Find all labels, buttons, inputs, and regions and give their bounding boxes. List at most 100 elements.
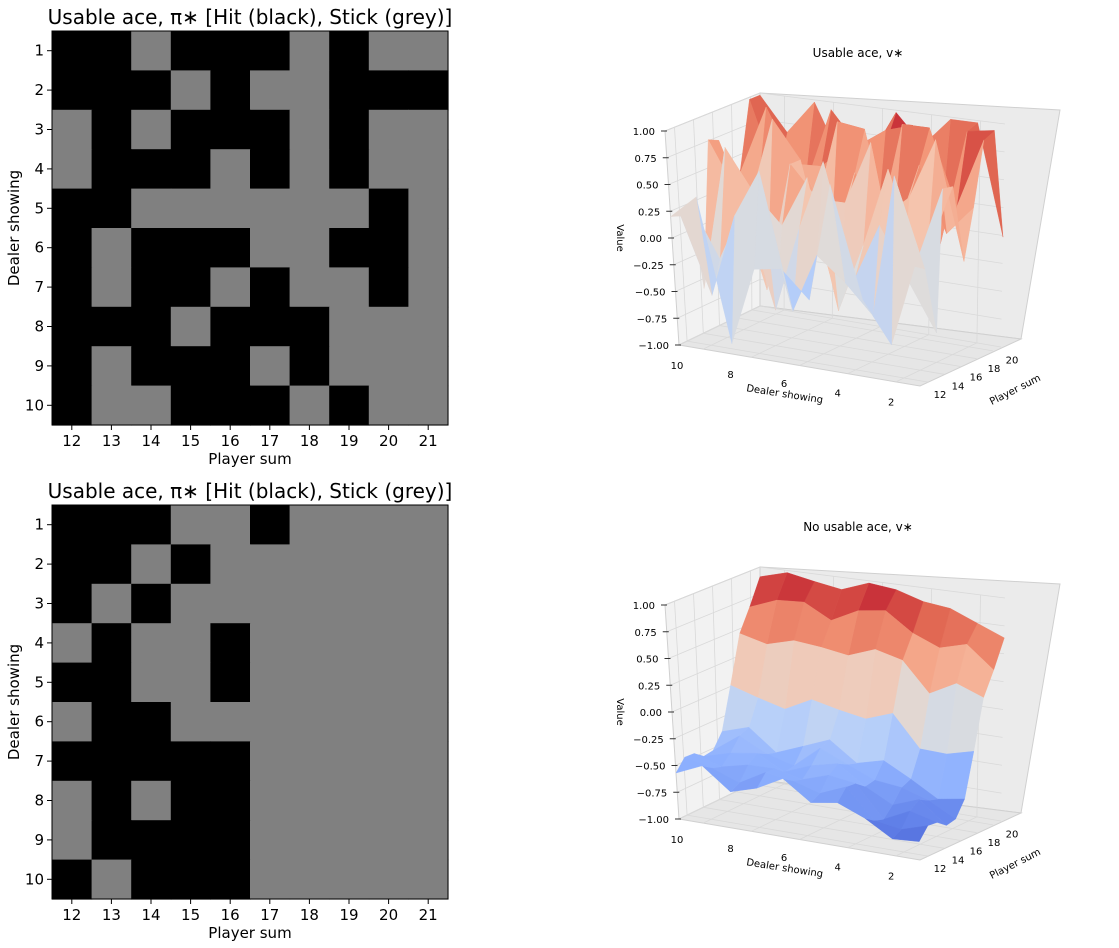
y-tick-label: 20 [1006,829,1019,840]
heatmap-cell [170,702,211,742]
heatmap-cell [408,583,449,624]
heatmap-cell [52,228,93,268]
heatmap-cell [250,505,291,545]
heatmap-cell [289,385,330,426]
heatmap-cell [210,267,251,308]
y-axis-label: Player sum [988,373,1043,408]
heatmap-cell [131,109,172,150]
heatmap-cell [210,820,251,861]
heatmap-cell [170,505,211,545]
heatmap-cell [408,820,449,861]
heatmap-cell [131,662,172,703]
y-tick-label: 5 [34,199,44,217]
heatmap-cell [131,741,172,782]
heatmap-cell [368,306,409,347]
x-tick-label: 17 [260,432,279,450]
heatmap-cell [91,741,132,782]
z-tick-label: 0.00 [640,234,662,245]
heatmap-cell [250,544,291,585]
heatmap-cell [368,780,409,821]
y-tick-label: 6 [34,713,44,731]
y-tick-label: 5 [34,673,44,691]
heatmap-cell [289,109,330,150]
heatmap-cell [408,780,449,821]
heatmap-cell [329,505,370,545]
x-tick-label: 16 [221,906,240,924]
y-tick-label: 1 [34,42,44,60]
heatmap-cell [329,109,370,150]
x-tick-label: 15 [181,906,200,924]
heatmap-cell [329,385,370,426]
heatmap-cell [368,70,409,111]
heatmap-cell [210,228,251,268]
heatmap-cell [52,306,93,347]
heatmap-cell [52,31,93,71]
heatmap-cell [368,741,409,782]
value-surface-2: No usable ace, v∗ −1.00 −0.75 −0.50 −0.25 0.0… [614,520,1061,882]
heatmap-cell [250,385,291,426]
heatmap-cell [170,149,211,190]
y-tick-label: 12 [934,390,947,401]
policy-heatmap-1: Usable ace, π∗ [Hit (black), Stick (grey… [5,5,452,468]
y-axis-label: Player sum [988,847,1043,882]
heatmap-cell [368,385,409,426]
heatmap-cell [250,662,291,703]
heatmap-cell [52,583,93,624]
heatmap-cell [250,267,291,308]
heatmap-cell [170,346,211,387]
heatmap-cell [52,780,93,821]
heatmap-cell [250,820,291,861]
z-axis-label: Value [614,698,625,725]
heatmap-cell [91,306,132,347]
z-axis-label: Value [614,224,625,251]
x-tick-label: 13 [102,432,121,450]
heatmap-cell [368,702,409,742]
heatmap-cell [289,188,330,229]
heatmap-cell [250,741,291,782]
x-tick-label: 12 [62,906,81,924]
heatmap-cell [368,109,409,150]
heatmap-cell [91,228,132,268]
y-tick-label: 18 [988,838,1001,849]
x-tick-label: 4 [834,862,840,873]
heatmap-cell [91,662,132,703]
heatmap-cell [250,346,291,387]
heatmap-cell [170,306,211,347]
heatmap-cell [368,544,409,585]
z-gridline [664,566,1006,606]
heatmap-cell [368,623,409,664]
surface-title: Usable ace, v∗ [813,46,904,60]
policy-heatmap-2: Usable ace, π∗ [Hit (black), Stick (grey… [5,479,452,942]
heatmap-cell [250,31,291,71]
heatmap-cell [91,544,132,585]
heatmap-cell [210,149,251,190]
heatmap-cell [408,662,449,703]
heatmap-cell [408,31,449,71]
y-tick-label: 8 [34,318,44,336]
heatmap-cell [250,780,291,821]
heatmap-cell [368,31,409,71]
heatmap-cell [289,346,330,387]
heatmap-cell [170,623,211,664]
heatmap-cell [210,505,251,545]
heatmap-cell [408,109,449,150]
x-tick-label: 18 [300,906,319,924]
heatmap-cell [170,662,211,703]
heatmap-cell [289,306,330,347]
heatmap-cell [368,505,409,545]
heatmap-cell [131,149,172,190]
heatmap-cell [170,859,211,900]
x-tick-label: 17 [260,906,279,924]
y-tick-label: 16 [970,847,983,858]
heatmap-cell [170,820,211,861]
heatmap-cell [250,306,291,347]
heatmap-cell [329,228,370,268]
heatmap-cell [329,149,370,190]
heatmap-cell [91,31,132,71]
heatmap-cell [329,583,370,624]
heatmap-cell [250,859,291,900]
heatmap-cell [91,583,132,624]
heatmap-cell [131,780,172,821]
heatmap-cell [329,662,370,703]
z-tick-label: 0.25 [638,207,660,218]
